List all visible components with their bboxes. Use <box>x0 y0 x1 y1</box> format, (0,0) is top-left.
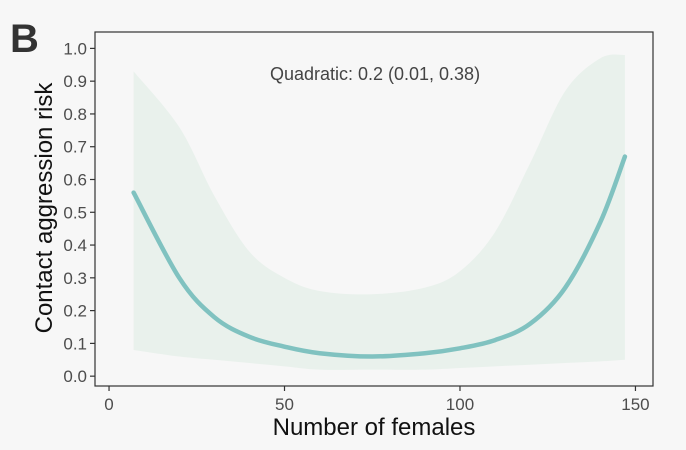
plot-frame <box>94 31 654 387</box>
y-tick-label: 0.3 <box>63 269 87 288</box>
fitted-line <box>131 154 628 359</box>
x-tick-label: 100 <box>446 395 474 414</box>
y-tick-label: 0.6 <box>63 171 87 190</box>
confidence-ribbon <box>133 54 625 370</box>
y-axis-title: Contact aggression risk <box>31 82 58 334</box>
x-axis-title: Number of females <box>273 414 476 441</box>
y-tick-label: 0.0 <box>63 367 87 386</box>
x-tick-label: 150 <box>621 395 649 414</box>
y-tick-label: 1.0 <box>63 39 87 58</box>
y-tick-label: 0.5 <box>63 203 87 222</box>
y-axis-ticks: 0.0 0.1 0.2 0.3 0.4 0.5 0.6 0.7 0.8 0.9 1.0 <box>63 39 95 386</box>
panel-label: B <box>10 17 39 61</box>
plot-area <box>131 54 628 370</box>
y-tick-label: 0.2 <box>63 302 87 321</box>
y-tick-label: 0.8 <box>63 105 87 124</box>
x-tick-label: 50 <box>275 395 294 414</box>
y-tick-label: 0.4 <box>63 236 87 255</box>
y-tick-label: 0.9 <box>63 72 87 91</box>
x-axis-ticks: 0 50 100 150 <box>104 386 650 414</box>
y-tick-label: 0.1 <box>63 334 87 353</box>
x-tick-label: 0 <box>104 395 113 414</box>
y-tick-label: 0.7 <box>63 138 87 157</box>
model-annotation: Quadratic: 0.2 (0.01, 0.38) <box>270 64 480 84</box>
